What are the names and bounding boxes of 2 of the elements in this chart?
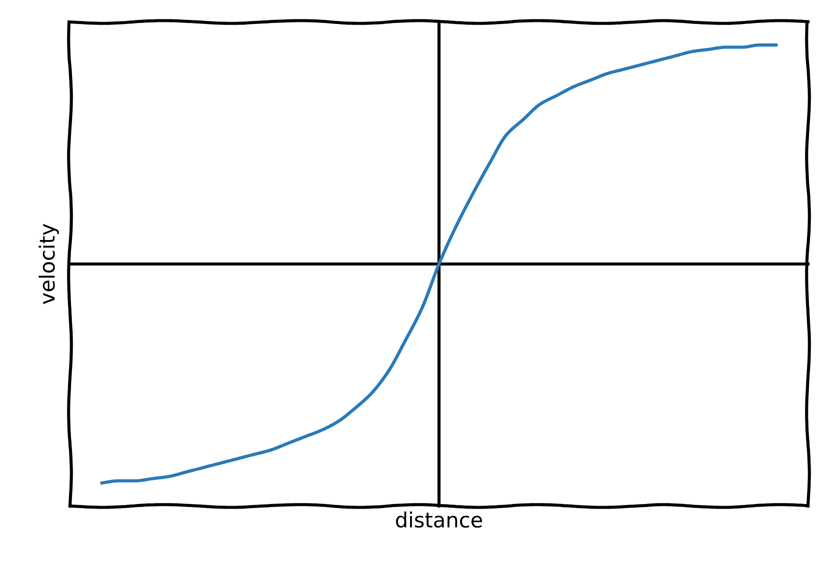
x-axis-title: distance bbox=[396, 512, 482, 528]
y-axis-title: velocity bbox=[38, 224, 59, 304]
